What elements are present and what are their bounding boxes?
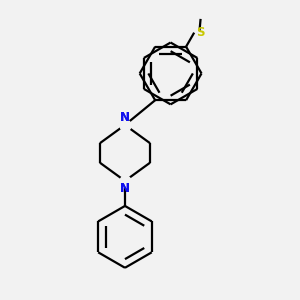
Text: N: N <box>120 182 130 195</box>
Text: N: N <box>120 111 130 124</box>
Text: S: S <box>196 26 204 39</box>
Text: N: N <box>120 182 130 195</box>
Text: N: N <box>120 111 130 124</box>
